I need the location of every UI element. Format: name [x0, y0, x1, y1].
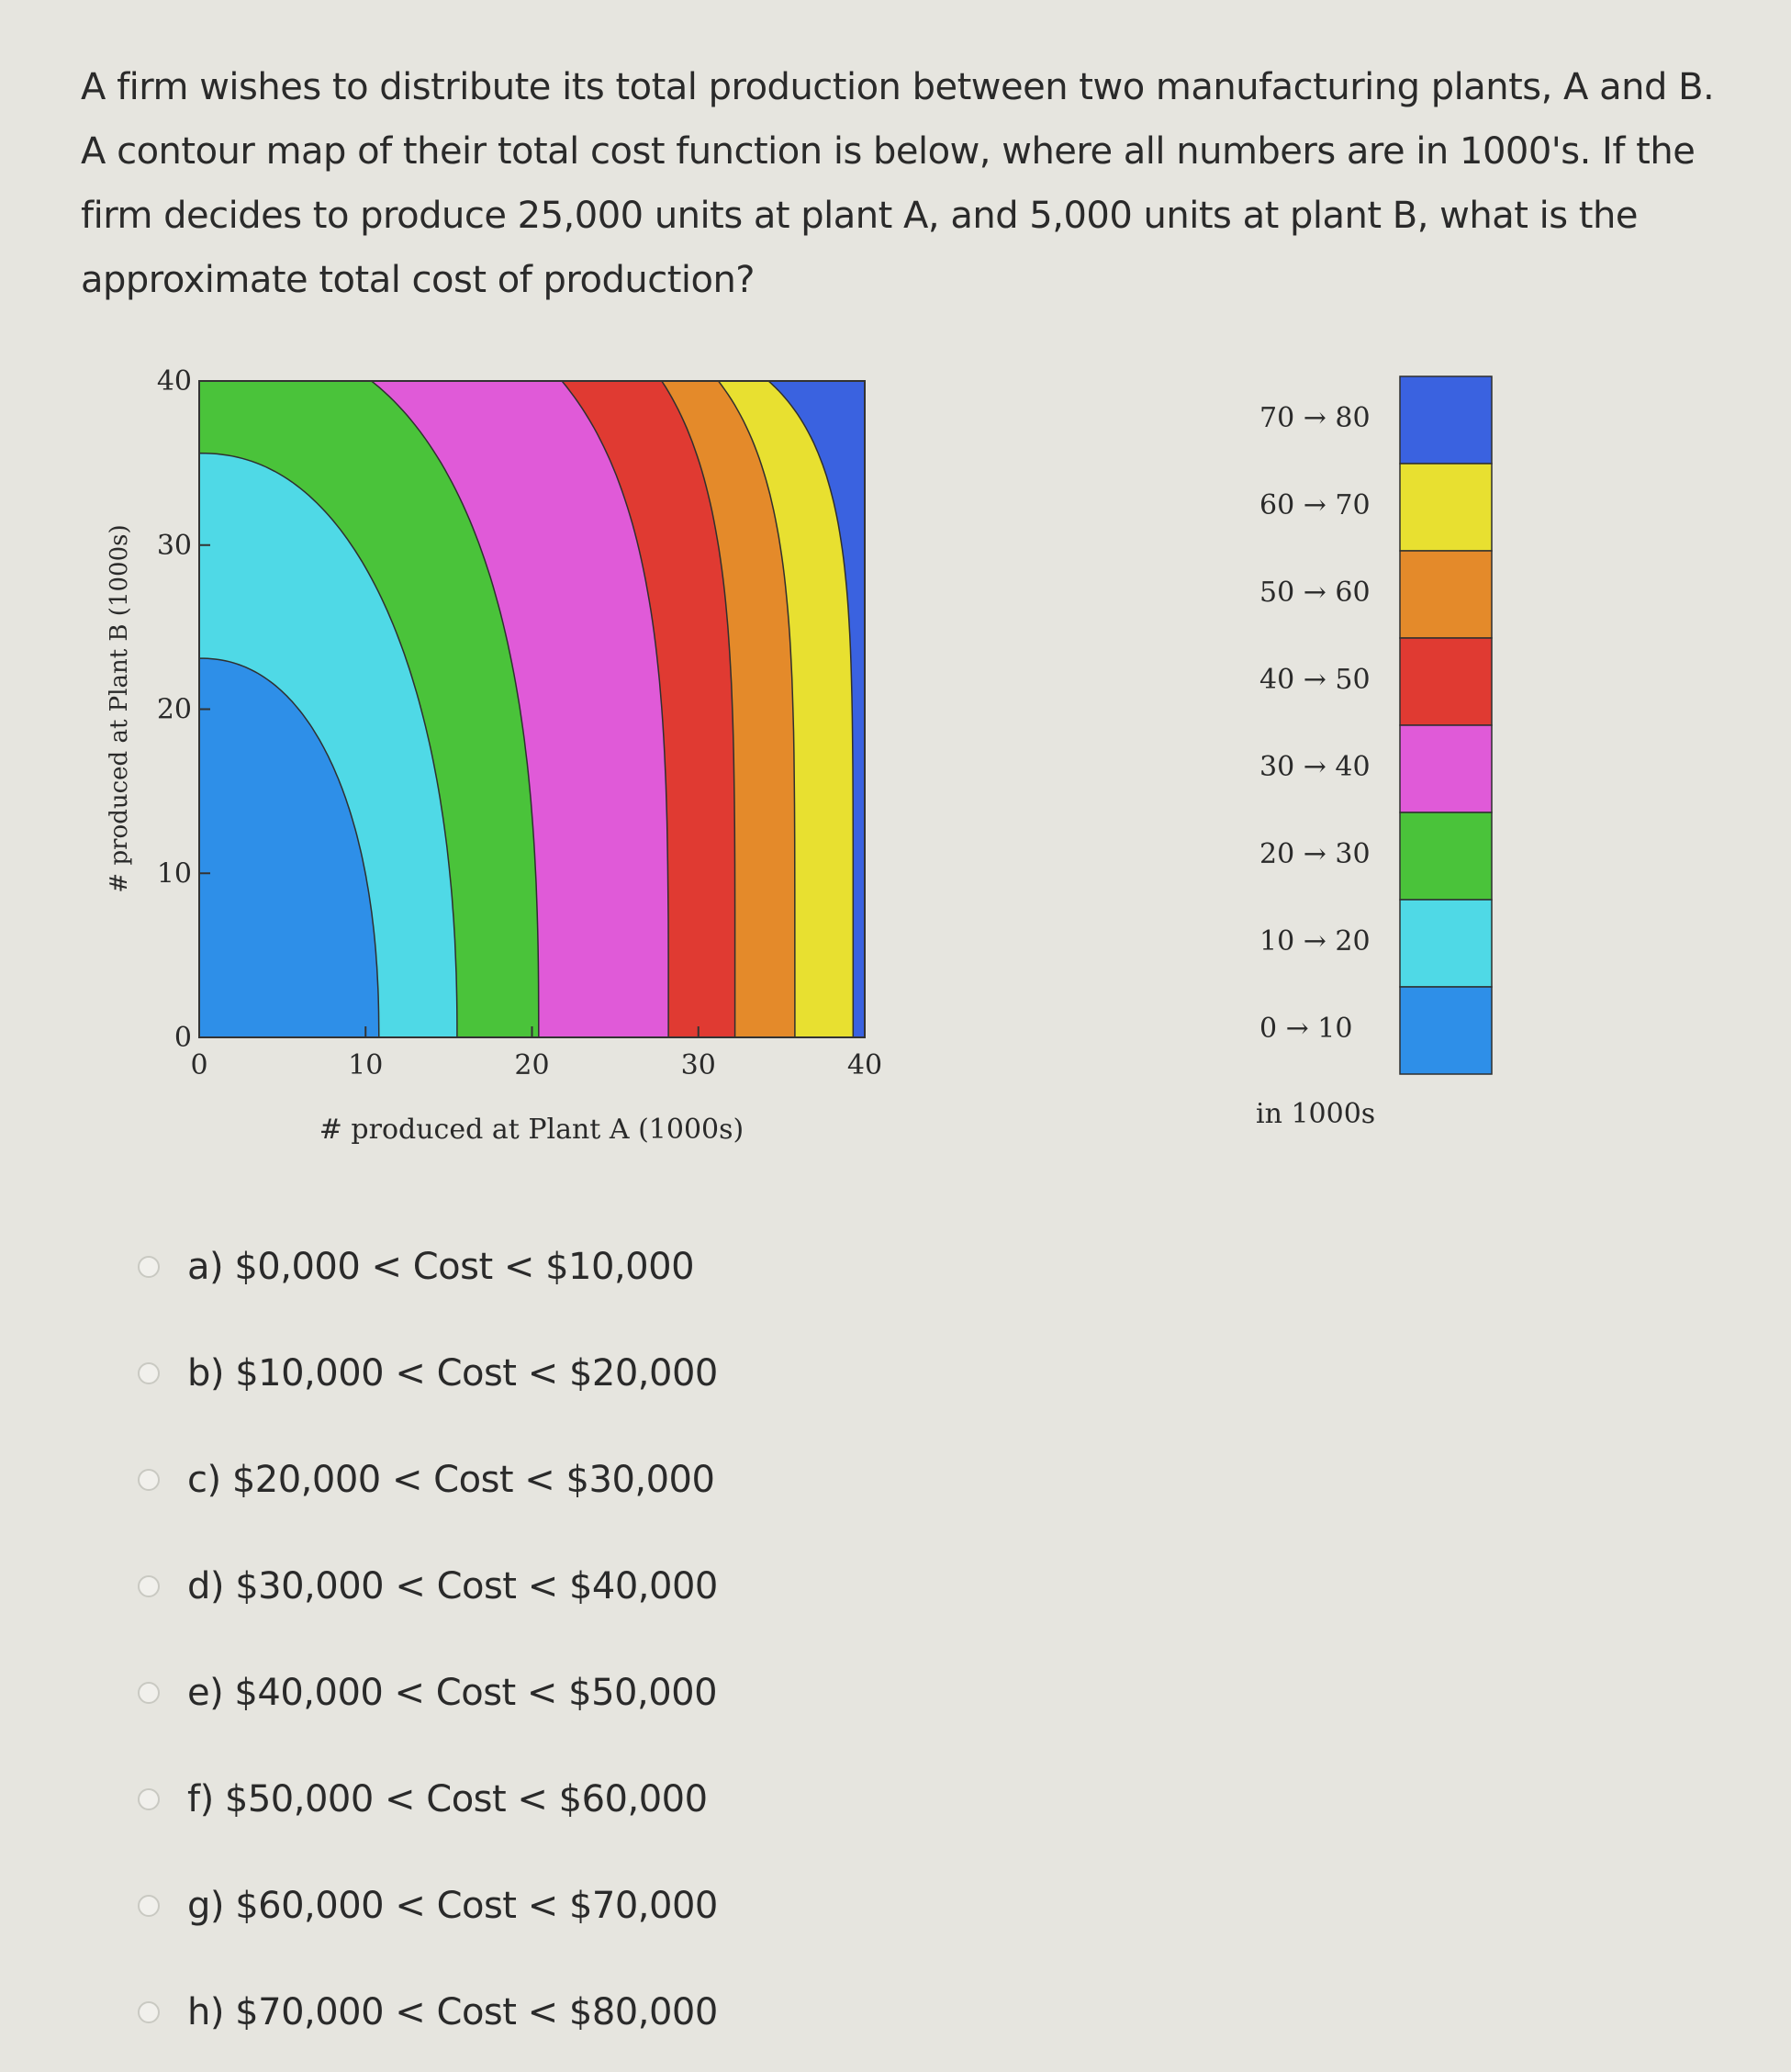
legend-caption: in 1000s — [1256, 1098, 1376, 1130]
legend-swatch-30-40 — [1399, 724, 1493, 813]
contour-band-0-10 — [199, 657, 380, 1037]
legend-swatch-20-30 — [1399, 812, 1493, 901]
legend-swatch-70-80 — [1399, 375, 1493, 465]
answer-option[interactable]: h) $70,000 < Cost < $80,000 — [138, 1985, 718, 2040]
legend-label: 70 → 80 — [1259, 401, 1371, 434]
answer-option[interactable]: a) $0,000 < Cost < $10,000 — [138, 1239, 695, 1294]
answer-option[interactable]: e) $40,000 < Cost < $50,000 — [138, 1665, 718, 1720]
answer-option[interactable]: d) $30,000 < Cost < $40,000 — [138, 1559, 718, 1614]
y-axis-label: # produced at Plant B (1000s) — [106, 524, 133, 892]
legend-label: 60 → 70 — [1259, 488, 1371, 521]
answer-option[interactable]: b) $10,000 < Cost < $20,000 — [138, 1346, 718, 1401]
answer-option[interactable]: c) $20,000 < Cost < $30,000 — [138, 1452, 715, 1507]
legend-label: 20 → 30 — [1259, 837, 1371, 870]
x-tick-label: 20 — [514, 1049, 549, 1081]
y-tick-label: 30 — [157, 530, 192, 562]
legend-swatch-50-60 — [1399, 550, 1493, 639]
radio-button[interactable] — [138, 1469, 160, 1491]
answer-option[interactable]: g) $60,000 < Cost < $70,000 — [138, 1878, 718, 1933]
answer-option-label: e) $40,000 < Cost < $50,000 — [187, 1672, 718, 1714]
radio-button[interactable] — [138, 2001, 160, 2023]
answer-option-label: h) $70,000 < Cost < $80,000 — [187, 1991, 718, 2033]
radio-button[interactable] — [138, 1895, 160, 1917]
x-axis-label: # produced at Plant A (1000s) — [319, 1114, 744, 1146]
radio-button[interactable] — [138, 1788, 160, 1810]
radio-button[interactable] — [138, 1256, 160, 1278]
legend-label: 50 → 60 — [1259, 576, 1371, 609]
y-tick-label: 0 — [174, 1022, 192, 1054]
answer-option-label: c) $20,000 < Cost < $30,000 — [187, 1459, 715, 1501]
legend-label: 0 → 10 — [1259, 1012, 1353, 1045]
answer-option-label: a) $0,000 < Cost < $10,000 — [187, 1246, 695, 1288]
x-tick-label: 10 — [348, 1049, 383, 1081]
answer-option-label: f) $50,000 < Cost < $60,000 — [187, 1778, 708, 1820]
radio-button[interactable] — [138, 1575, 160, 1597]
legend-swatch-40-50 — [1399, 637, 1493, 726]
answer-option-label: g) $60,000 < Cost < $70,000 — [187, 1885, 718, 1927]
legend-swatch-10-20 — [1399, 899, 1493, 988]
y-axis: 0 10 20 30 40 — [157, 365, 210, 1054]
question-text: A firm wishes to distribute its total pr… — [81, 66, 1715, 301]
x-tick-label: 30 — [681, 1049, 716, 1081]
y-tick-label: 40 — [157, 365, 192, 398]
answer-option[interactable]: f) $50,000 < Cost < $60,000 — [138, 1772, 708, 1827]
y-tick-label: 10 — [157, 857, 192, 890]
answer-option-label: d) $30,000 < Cost < $40,000 — [187, 1565, 718, 1607]
radio-button[interactable] — [138, 1682, 160, 1704]
x-tick-label: 0 — [190, 1049, 207, 1081]
legend-swatch-0-10 — [1399, 986, 1493, 1075]
contour-regions — [199, 381, 865, 1037]
y-tick-label: 20 — [157, 694, 192, 726]
legend-label: 30 → 40 — [1259, 750, 1371, 783]
legend-label: 10 → 20 — [1259, 924, 1371, 958]
legend — [1399, 375, 1493, 1075]
legend-label: 40 → 50 — [1259, 663, 1371, 696]
answer-option-label: b) $10,000 < Cost < $20,000 — [187, 1352, 718, 1394]
x-tick-label: 40 — [847, 1049, 882, 1081]
x-axis: 0 10 20 30 40 — [190, 1026, 882, 1081]
legend-swatch-60-70 — [1399, 463, 1493, 552]
radio-button[interactable] — [138, 1362, 160, 1384]
